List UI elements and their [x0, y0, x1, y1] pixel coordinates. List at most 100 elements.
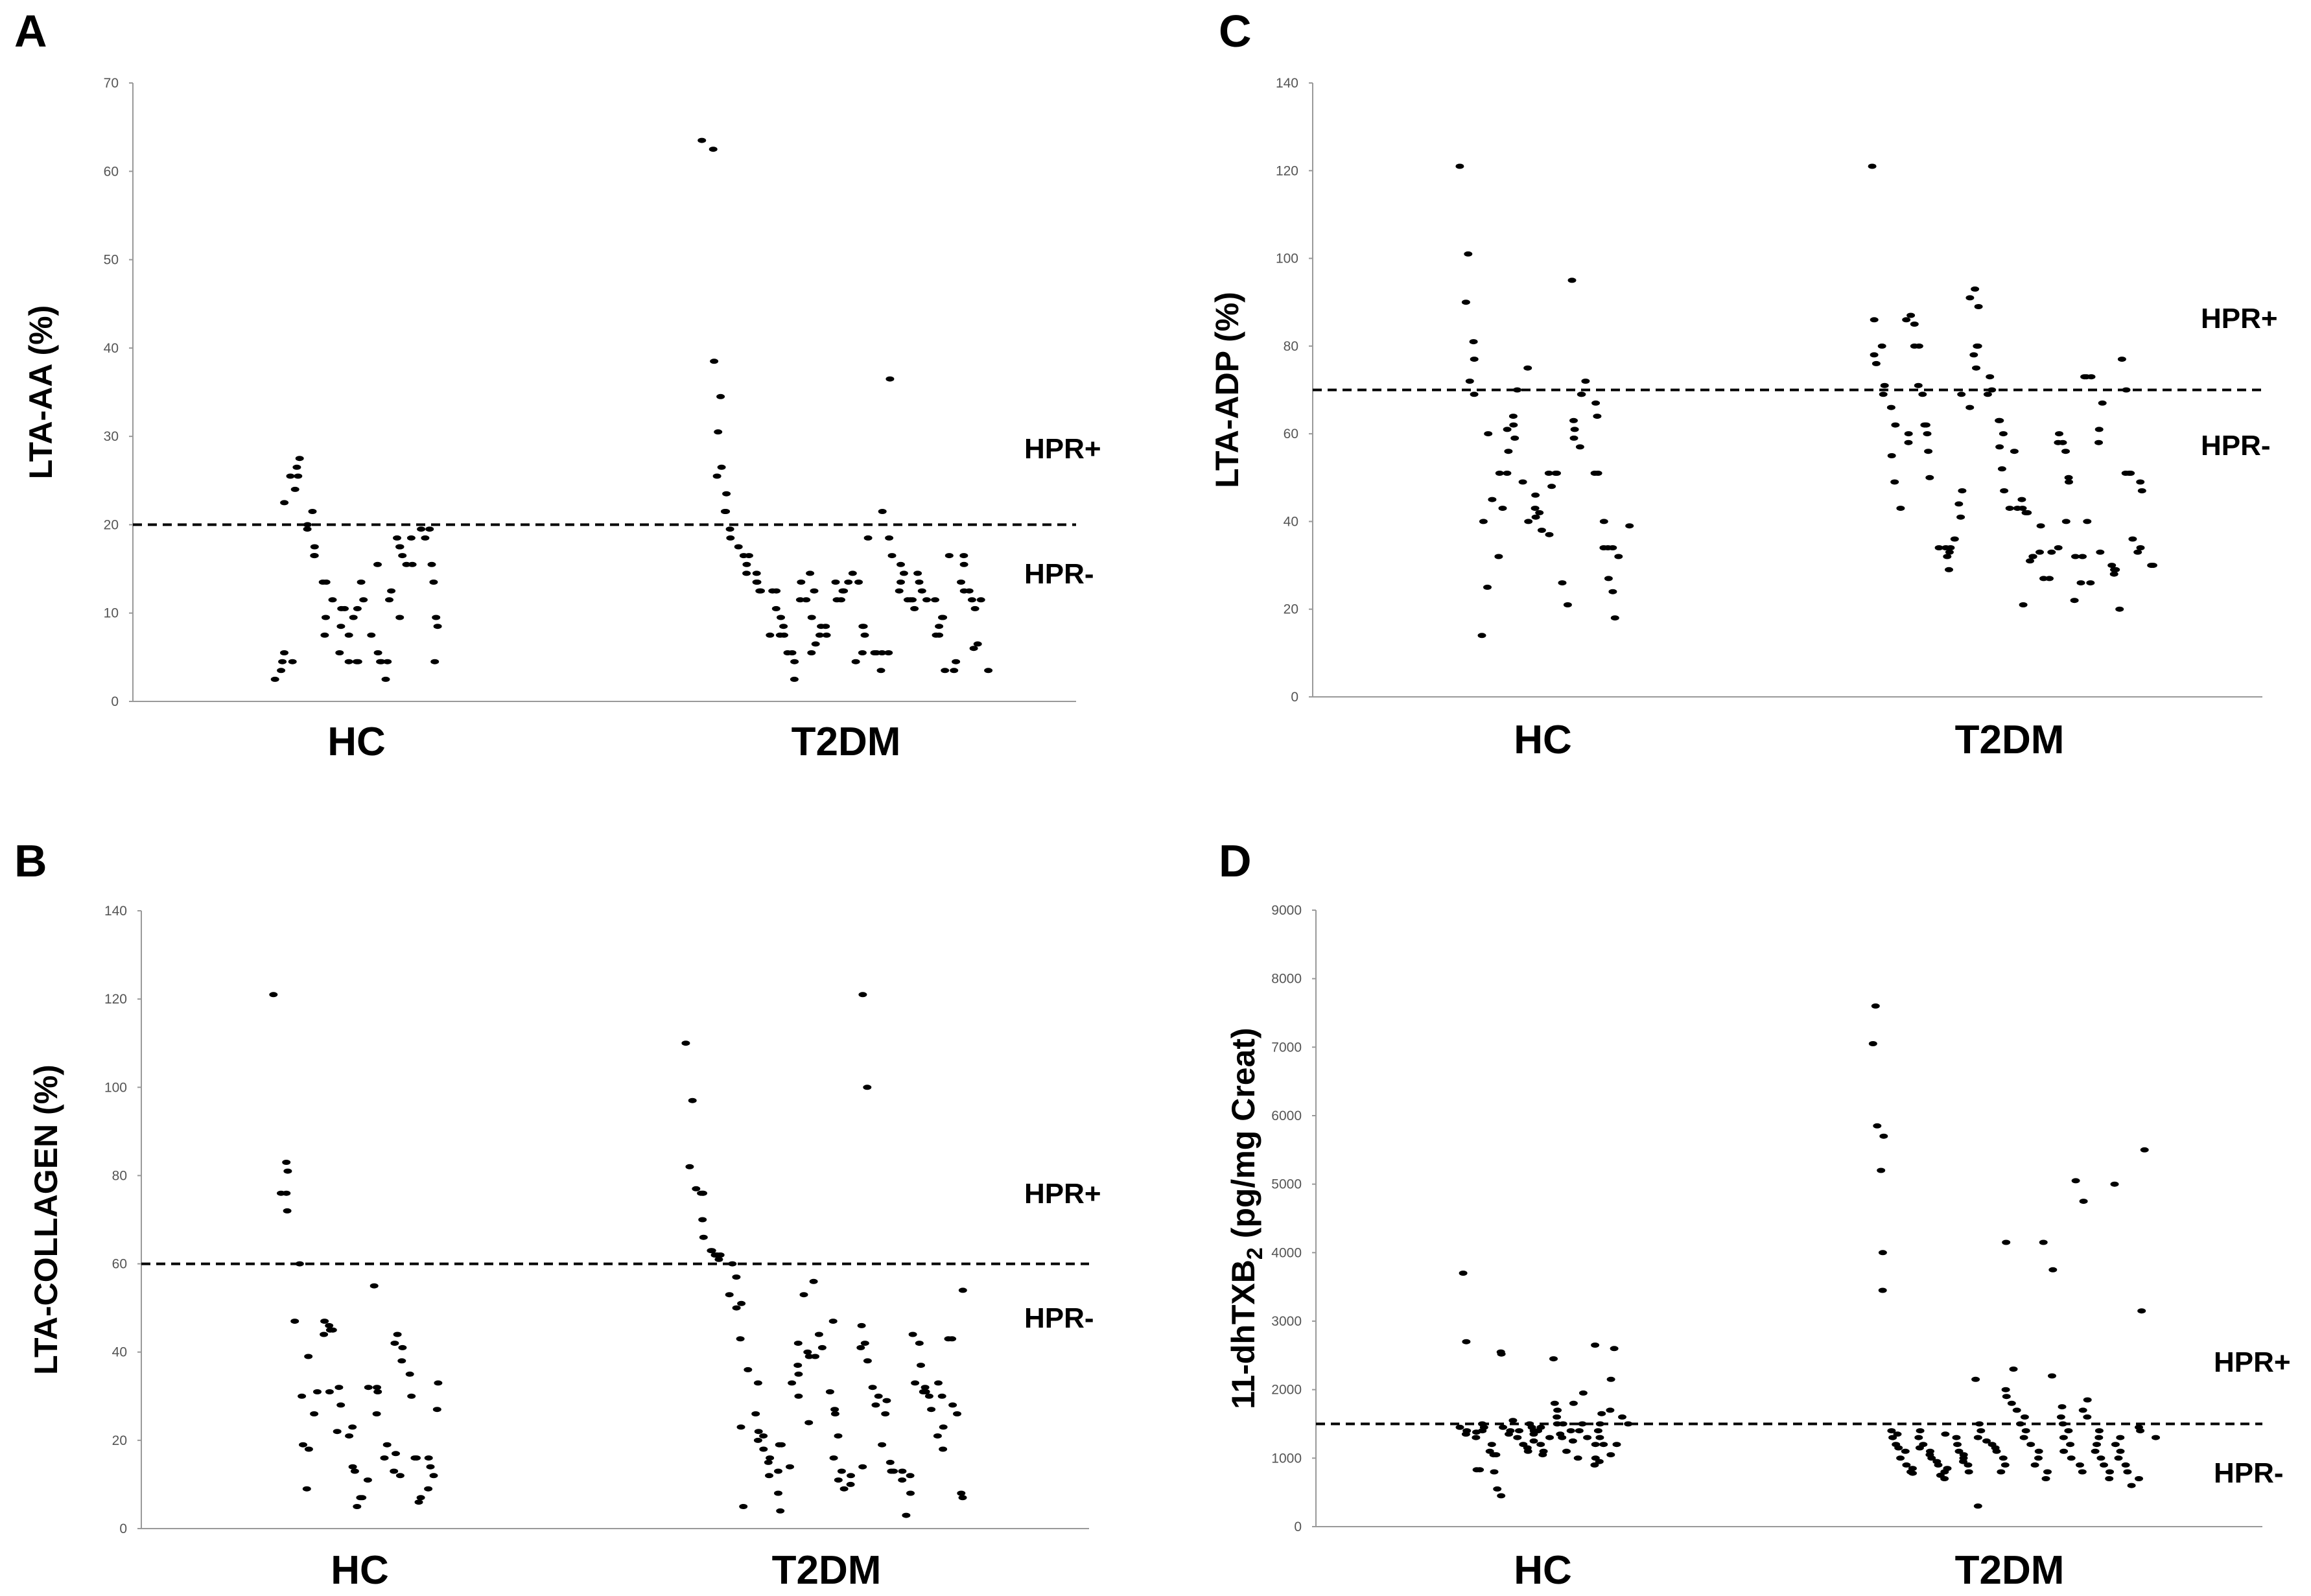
data-point-hc: [1608, 589, 1617, 594]
data-point-t2dm: [884, 650, 893, 655]
data-point-hc: [270, 676, 279, 682]
data-point-t2dm: [817, 1344, 827, 1350]
data-point-hc: [1496, 1349, 1505, 1355]
data-point-t2dm: [811, 641, 820, 647]
data-point-t2dm: [774, 1468, 782, 1474]
data-point-t2dm: [1916, 1428, 1925, 1434]
data-point-t2dm: [2002, 1394, 2011, 1400]
data-point-t2dm: [736, 1336, 745, 1342]
data-point-t2dm: [804, 1354, 814, 1359]
data-point-hc: [377, 659, 386, 664]
data-point-t2dm: [899, 570, 908, 576]
data-point-t2dm: [2136, 1428, 2145, 1434]
data-point-t2dm: [958, 1495, 967, 1501]
category-label-t2dm: T2DM: [772, 1548, 882, 1593]
y-tick-label: 0: [1291, 690, 1298, 705]
data-point-t2dm: [751, 1411, 760, 1416]
data-point-t2dm: [1904, 431, 1913, 437]
data-point-t2dm: [933, 1433, 942, 1439]
panel-a: A 0 10 20 30 40 50 60 70 LTA-AA (%) HC T2DM HPR+ HPR-: [14, 6, 1101, 764]
data-point-t2dm: [2117, 357, 2126, 362]
data-point-t2dm: [2026, 558, 2034, 564]
y-tick-label: 0: [111, 694, 119, 709]
data-point-hc: [1591, 400, 1601, 406]
data-point-t2dm: [734, 544, 743, 550]
data-point-t2dm: [790, 659, 799, 664]
data-point-hc: [1487, 1442, 1496, 1448]
data-point-t2dm: [1870, 352, 1879, 358]
data-point-t2dm: [2083, 1414, 2092, 1420]
data-point-hc: [348, 1464, 357, 1470]
data-point-t2dm: [2059, 1435, 2068, 1440]
data-point-t2dm: [921, 1385, 930, 1391]
data-point-t2dm: [2058, 1421, 2067, 1427]
panel-c: C 0 20 40 60 80 100 120 140 LTA-ADP (%) HC T2DM HPR+…: [1209, 6, 2278, 762]
data-point-t2dm: [950, 668, 959, 674]
data-point-hc: [1624, 1421, 1633, 1427]
data-point-hc: [1510, 435, 1519, 441]
data-point-t2dm: [752, 570, 761, 576]
category-label-t2dm: T2DM: [1955, 1548, 2065, 1593]
data-point-hc: [1583, 1435, 1592, 1440]
data-point-t2dm: [776, 1508, 785, 1514]
data-point-t2dm: [1877, 343, 1886, 349]
data-point-hc: [1545, 532, 1554, 537]
data-point-t2dm: [908, 597, 917, 603]
data-point-hc: [349, 615, 358, 620]
data-point-t2dm: [753, 580, 762, 585]
y-tick-label: 6000: [1271, 1109, 1302, 1123]
data-point-hc: [325, 1389, 334, 1394]
data-point-t2dm: [766, 632, 775, 638]
data-point-hc: [308, 509, 317, 514]
data-point-t2dm: [1956, 514, 1965, 520]
data-point-t2dm: [952, 659, 961, 664]
data-point-t2dm: [2078, 1407, 2087, 1413]
data-point-hc: [1495, 471, 1504, 476]
data-point-t2dm: [698, 137, 707, 143]
data-point-t2dm: [2070, 598, 2079, 604]
data-point-t2dm: [876, 668, 886, 674]
hpr-negative-label: HPR-: [2214, 1457, 2284, 1489]
data-point-hc: [1515, 1428, 1523, 1434]
data-point-t2dm: [739, 553, 748, 559]
data-point-t2dm: [831, 580, 840, 585]
data-point-hc: [320, 632, 329, 638]
data-point-t2dm: [860, 632, 869, 638]
data-point-t2dm: [794, 1371, 803, 1377]
data-point-t2dm: [1973, 1503, 1982, 1509]
data-point-t2dm: [777, 615, 785, 620]
data-point-t2dm: [716, 1252, 725, 1258]
data-point-t2dm: [886, 1459, 895, 1465]
data-point-hc: [350, 1468, 359, 1474]
data-point-t2dm: [1999, 431, 2008, 437]
data-point-hc: [1614, 554, 1623, 559]
data-point-hc: [280, 500, 289, 506]
data-point-t2dm: [1973, 343, 1982, 349]
data-point-hc: [1508, 1418, 1518, 1424]
data-point-t2dm: [2105, 1476, 2114, 1481]
y-tick-label: 70: [104, 76, 119, 91]
data-point-hc: [286, 473, 295, 479]
data-point-t2dm: [957, 580, 965, 585]
data-point-t2dm: [1878, 1250, 1887, 1256]
data-point-t2dm: [1901, 1448, 1910, 1454]
data-point-hc: [298, 1393, 307, 1399]
data-point-t2dm: [1997, 466, 2006, 472]
data-point-t2dm: [1957, 392, 1966, 397]
y-tick-label: 40: [104, 341, 119, 356]
data-point-t2dm: [2121, 471, 2130, 476]
data-point-hc: [304, 1446, 313, 1452]
data-point-t2dm: [863, 1085, 872, 1090]
data-point-hc: [392, 1451, 400, 1457]
data-point-hc: [1508, 414, 1518, 419]
data-point-hc: [1618, 1414, 1626, 1420]
data-point-t2dm: [2127, 1483, 2136, 1488]
data-point-t2dm: [1902, 1462, 1911, 1468]
data-point-t2dm: [1879, 1133, 1888, 1139]
data-point-t2dm: [868, 1385, 877, 1391]
data-point-hc: [1575, 444, 1584, 450]
data-point-hc: [1472, 1467, 1481, 1473]
data-point-t2dm: [851, 659, 860, 664]
hpr-negative-label: HPR-: [2201, 430, 2271, 462]
data-point-t2dm: [948, 1336, 957, 1342]
